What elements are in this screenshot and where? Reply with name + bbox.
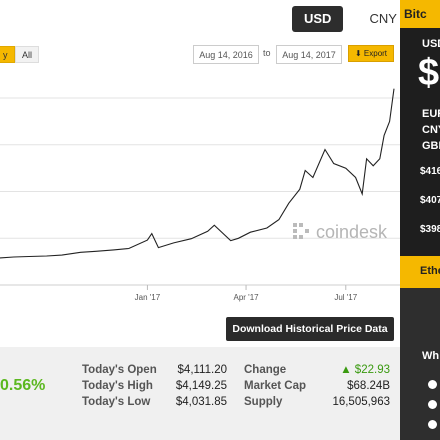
side-lower-section: Wh <box>400 288 440 440</box>
stat-label-marketcap: Market Cap <box>244 380 306 392</box>
coindesk-logo-icon <box>293 223 309 239</box>
export-label: Export <box>363 49 388 58</box>
stat-label-open: Today's Open <box>82 364 157 376</box>
stat-value-marketcap: $68.24B <box>347 380 390 392</box>
price-series-line <box>0 88 395 259</box>
side-usd-label: USD <box>422 38 440 50</box>
stat-label-supply: Supply <box>244 396 283 408</box>
download-icon: ⬇ <box>354 49 362 58</box>
date-to-label: to <box>263 48 271 58</box>
change-percent: 0.56% <box>0 377 46 394</box>
date-to-input[interactable] <box>276 45 342 64</box>
stat-label-low: Today's Low <box>82 396 151 408</box>
side-eth-label: Ethe <box>420 265 440 277</box>
side-what-label: Wh <box>422 350 440 362</box>
side-price-3: $398 <box>420 224 440 235</box>
side-cny-label: CNY <box>422 124 440 136</box>
side-eur-label: EUR <box>422 108 440 120</box>
range-all-button[interactable]: All <box>15 46 40 63</box>
stat-label-change: Change <box>244 364 287 376</box>
stats-panel: 0.56% Today's Open Today's High Today's … <box>0 347 400 440</box>
stat-label-high: Today's High <box>82 380 153 392</box>
watermark-text: coindesk <box>316 222 388 242</box>
side-panel-title: Bitc <box>404 7 427 21</box>
stat-value-open: $4,111.20 <box>177 364 227 376</box>
stat-value-supply: 16,505,963 <box>332 396 390 408</box>
side-big-price: $ <box>418 52 440 94</box>
currency-toggle: USD CNY <box>292 6 409 32</box>
bullet-icon <box>428 380 437 389</box>
price-side-panel: Bitc USD $ EUR CNY GBP $416 $407 $398 Et… <box>400 0 440 440</box>
range-bar: y All to ⬇ Export <box>0 44 400 64</box>
x-tick-label: Apr '17 <box>234 293 260 302</box>
side-price-1: $416 <box>420 166 440 177</box>
bullet-icon <box>428 400 437 409</box>
side-price-2: $407 <box>420 195 440 206</box>
side-eth-header[interactable]: Ethe <box>400 256 440 288</box>
currency-cny-button[interactable]: CNY <box>369 11 397 26</box>
range-year-button[interactable]: y <box>0 46 15 63</box>
stat-value-low: $4,031.85 <box>175 396 227 408</box>
x-axis: Jan '17 Apr '17 Jul '17 <box>135 285 358 302</box>
stat-value-change: ▲ $22.93 <box>340 364 390 376</box>
download-historical-button[interactable]: Download Historical Price Data <box>226 317 394 341</box>
export-button[interactable]: ⬇ Export <box>348 45 394 62</box>
x-tick-label: Jul '17 <box>334 293 357 302</box>
chart-grid <box>0 97 400 286</box>
x-tick-label: Jan '17 <box>135 293 161 302</box>
stat-value-high: $4,149.25 <box>175 380 227 392</box>
side-gbp-label: GBP <box>422 140 440 152</box>
bullet-icon <box>428 420 437 429</box>
coindesk-watermark: coindesk <box>293 222 388 242</box>
side-panel-header: Bitc <box>400 0 440 28</box>
price-chart: Jan '17 Apr '17 Jul '17 coindesk <box>0 88 400 302</box>
currency-usd-button[interactable]: USD <box>292 6 344 32</box>
date-from-input[interactable] <box>193 45 259 64</box>
